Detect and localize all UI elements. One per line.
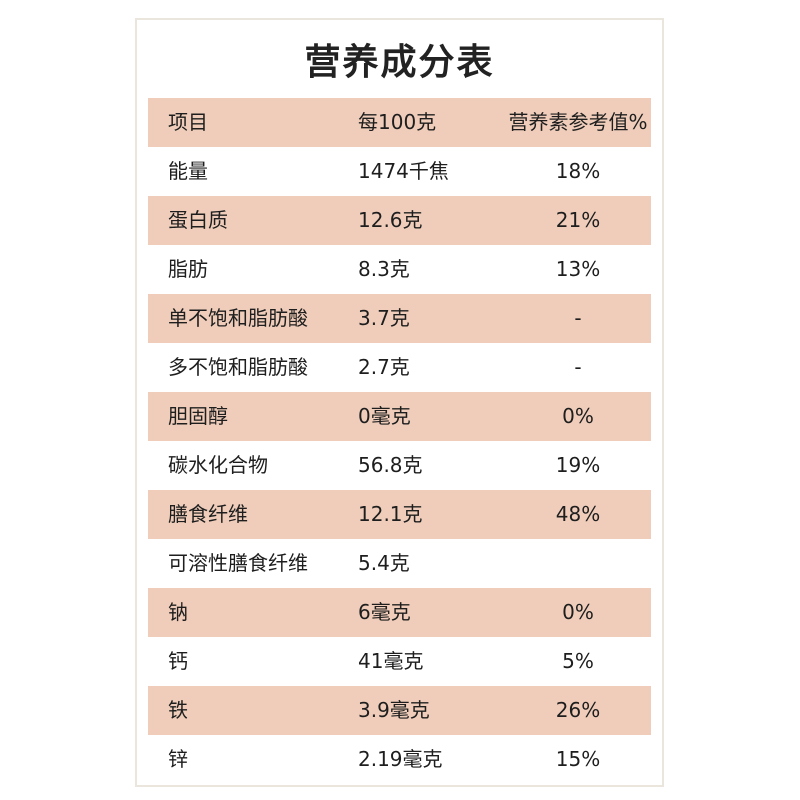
table-row: 蛋白质 12.6克 21%: [148, 196, 651, 245]
nutrient-nrv: 0%: [562, 600, 594, 624]
table-row: 可溶性膳食纤维 5.4克: [148, 539, 651, 588]
table-row: 碳水化合物 56.8克 19%: [148, 441, 651, 490]
nutrient-nrv: -: [574, 306, 582, 330]
table-row: 钙 41毫克 5%: [148, 637, 651, 686]
table-title: 营养成分表: [304, 42, 495, 83]
table-row: 铁 3.9毫克 26%: [148, 686, 651, 735]
nutrient-name: 钠: [168, 600, 188, 624]
nutrient-amount: 3.9毫克: [358, 698, 430, 722]
table-row: 锌 2.19毫克 15%: [148, 735, 651, 784]
nutrient-nrv: 26%: [555, 698, 601, 722]
nutrient-name: 锌: [168, 747, 188, 771]
nutrient-name: 钙: [168, 649, 188, 673]
nutrient-name: 脂肪: [168, 257, 208, 281]
nutrient-amount: 6毫克: [358, 600, 411, 624]
nutrient-amount: 56.8克: [358, 453, 423, 477]
nutrient-nrv: 18%: [555, 159, 601, 183]
nutrient-amount: 2.19毫克: [358, 747, 443, 771]
table-row: 能量 1474千焦 18%: [148, 147, 651, 196]
nutrient-name: 蛋白质: [168, 208, 228, 232]
table-row: 膳食纤维 12.1克 48%: [148, 490, 651, 539]
header-item: 项目: [168, 110, 208, 134]
nutrient-amount: 2.7克: [358, 355, 410, 379]
nutrient-name: 膳食纤维: [168, 502, 248, 526]
table-row: 钠 6毫克 0%: [148, 588, 651, 637]
nutrient-amount: 5.4克: [358, 551, 410, 575]
nutrient-amount: 41毫克: [358, 649, 424, 673]
nutrient-nrv: 13%: [555, 257, 601, 281]
nutrient-amount: 1474千焦: [358, 159, 449, 183]
nutrient-name: 碳水化合物: [168, 453, 268, 477]
nutrient-nrv: [488, 539, 668, 588]
table-row: 胆固醇 0毫克 0%: [148, 392, 651, 441]
nutrition-table: 营养成分表 项目 每100克 营养素参考值% 能量 1474千焦 18% 蛋白质…: [135, 18, 664, 787]
nutrient-amount: 12.6克: [358, 208, 423, 232]
nutrient-name: 能量: [168, 159, 208, 183]
nutrient-nrv: 19%: [555, 453, 601, 477]
nutrient-amount: 3.7克: [358, 306, 410, 330]
nutrient-name: 胆固醇: [168, 404, 228, 428]
nutrient-nrv: 21%: [555, 208, 601, 232]
table-row: 单不饱和脂肪酸 3.7克 -: [148, 294, 651, 343]
header-per100: 每100克: [358, 110, 437, 134]
nutrient-name: 单不饱和脂肪酸: [168, 306, 308, 330]
nutrient-name: 多不饱和脂肪酸: [168, 355, 308, 379]
table-header-row: 项目 每100克 营养素参考值%: [148, 98, 651, 147]
nutrient-nrv: 15%: [555, 747, 601, 771]
nutrient-amount: 8.3克: [358, 257, 410, 281]
nutrient-amount: 12.1克: [358, 502, 423, 526]
table-row: 多不饱和脂肪酸 2.7克 -: [148, 343, 651, 392]
nutrient-name: 可溶性膳食纤维: [168, 551, 308, 575]
nutrient-amount: 0毫克: [358, 404, 411, 428]
nutrient-nrv: -: [574, 355, 582, 379]
nutrient-nrv: 48%: [555, 502, 601, 526]
nutrient-nrv: 5%: [562, 649, 594, 673]
table-row: 脂肪 8.3克 13%: [148, 245, 651, 294]
table-body: 项目 每100克 营养素参考值% 能量 1474千焦 18% 蛋白质 12.6克…: [148, 98, 651, 784]
header-nrv: 营养素参考值%: [508, 110, 648, 134]
nutrient-nrv: 0%: [562, 404, 594, 428]
nutrient-name: 铁: [168, 698, 188, 722]
